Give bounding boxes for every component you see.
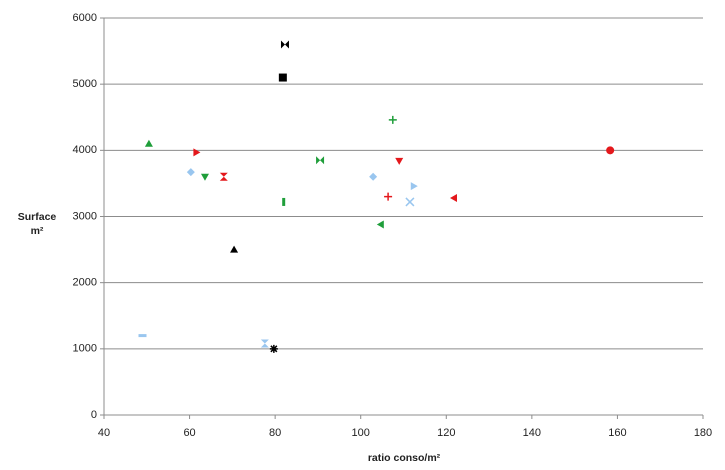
point xyxy=(200,173,209,181)
y-tick-label: 4000 xyxy=(73,144,97,156)
point xyxy=(316,156,325,165)
point xyxy=(186,168,195,177)
x-tick-label: 60 xyxy=(183,427,195,439)
point xyxy=(230,245,239,253)
point xyxy=(606,146,615,155)
point xyxy=(269,344,278,353)
point xyxy=(376,220,384,229)
y-tick-label: 0 xyxy=(91,409,97,421)
point xyxy=(388,115,397,124)
x-tick-label: 40 xyxy=(98,427,110,439)
y-tick-label: 2000 xyxy=(73,277,97,289)
x-tick-label: 80 xyxy=(269,427,281,439)
point xyxy=(282,197,286,206)
point xyxy=(449,193,457,202)
point xyxy=(369,172,378,181)
y-axis-label: m² xyxy=(31,225,44,237)
point xyxy=(280,40,289,49)
point xyxy=(384,192,393,201)
y-tick-label: 5000 xyxy=(73,78,97,90)
x-tick-label: 180 xyxy=(694,427,712,439)
x-tick-label: 100 xyxy=(352,427,370,439)
point xyxy=(278,73,287,82)
y-tick-label: 6000 xyxy=(73,12,97,24)
y-axis-label: Surface xyxy=(18,211,57,223)
point xyxy=(193,148,201,157)
x-tick-label: 140 xyxy=(523,427,541,439)
x-tick-label: 120 xyxy=(437,427,455,439)
point xyxy=(144,139,153,147)
point xyxy=(219,172,228,181)
point xyxy=(395,157,404,165)
x-tick-label: 160 xyxy=(608,427,626,439)
point xyxy=(138,334,147,338)
point xyxy=(405,197,415,207)
y-tick-label: 1000 xyxy=(73,343,97,355)
x-axis-label: ratio conso/m² xyxy=(368,452,441,464)
point xyxy=(410,182,418,191)
y-tick-label: 3000 xyxy=(73,210,97,222)
point xyxy=(260,339,269,348)
